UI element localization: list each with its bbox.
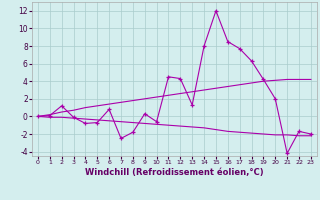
X-axis label: Windchill (Refroidissement éolien,°C): Windchill (Refroidissement éolien,°C) <box>85 168 264 177</box>
